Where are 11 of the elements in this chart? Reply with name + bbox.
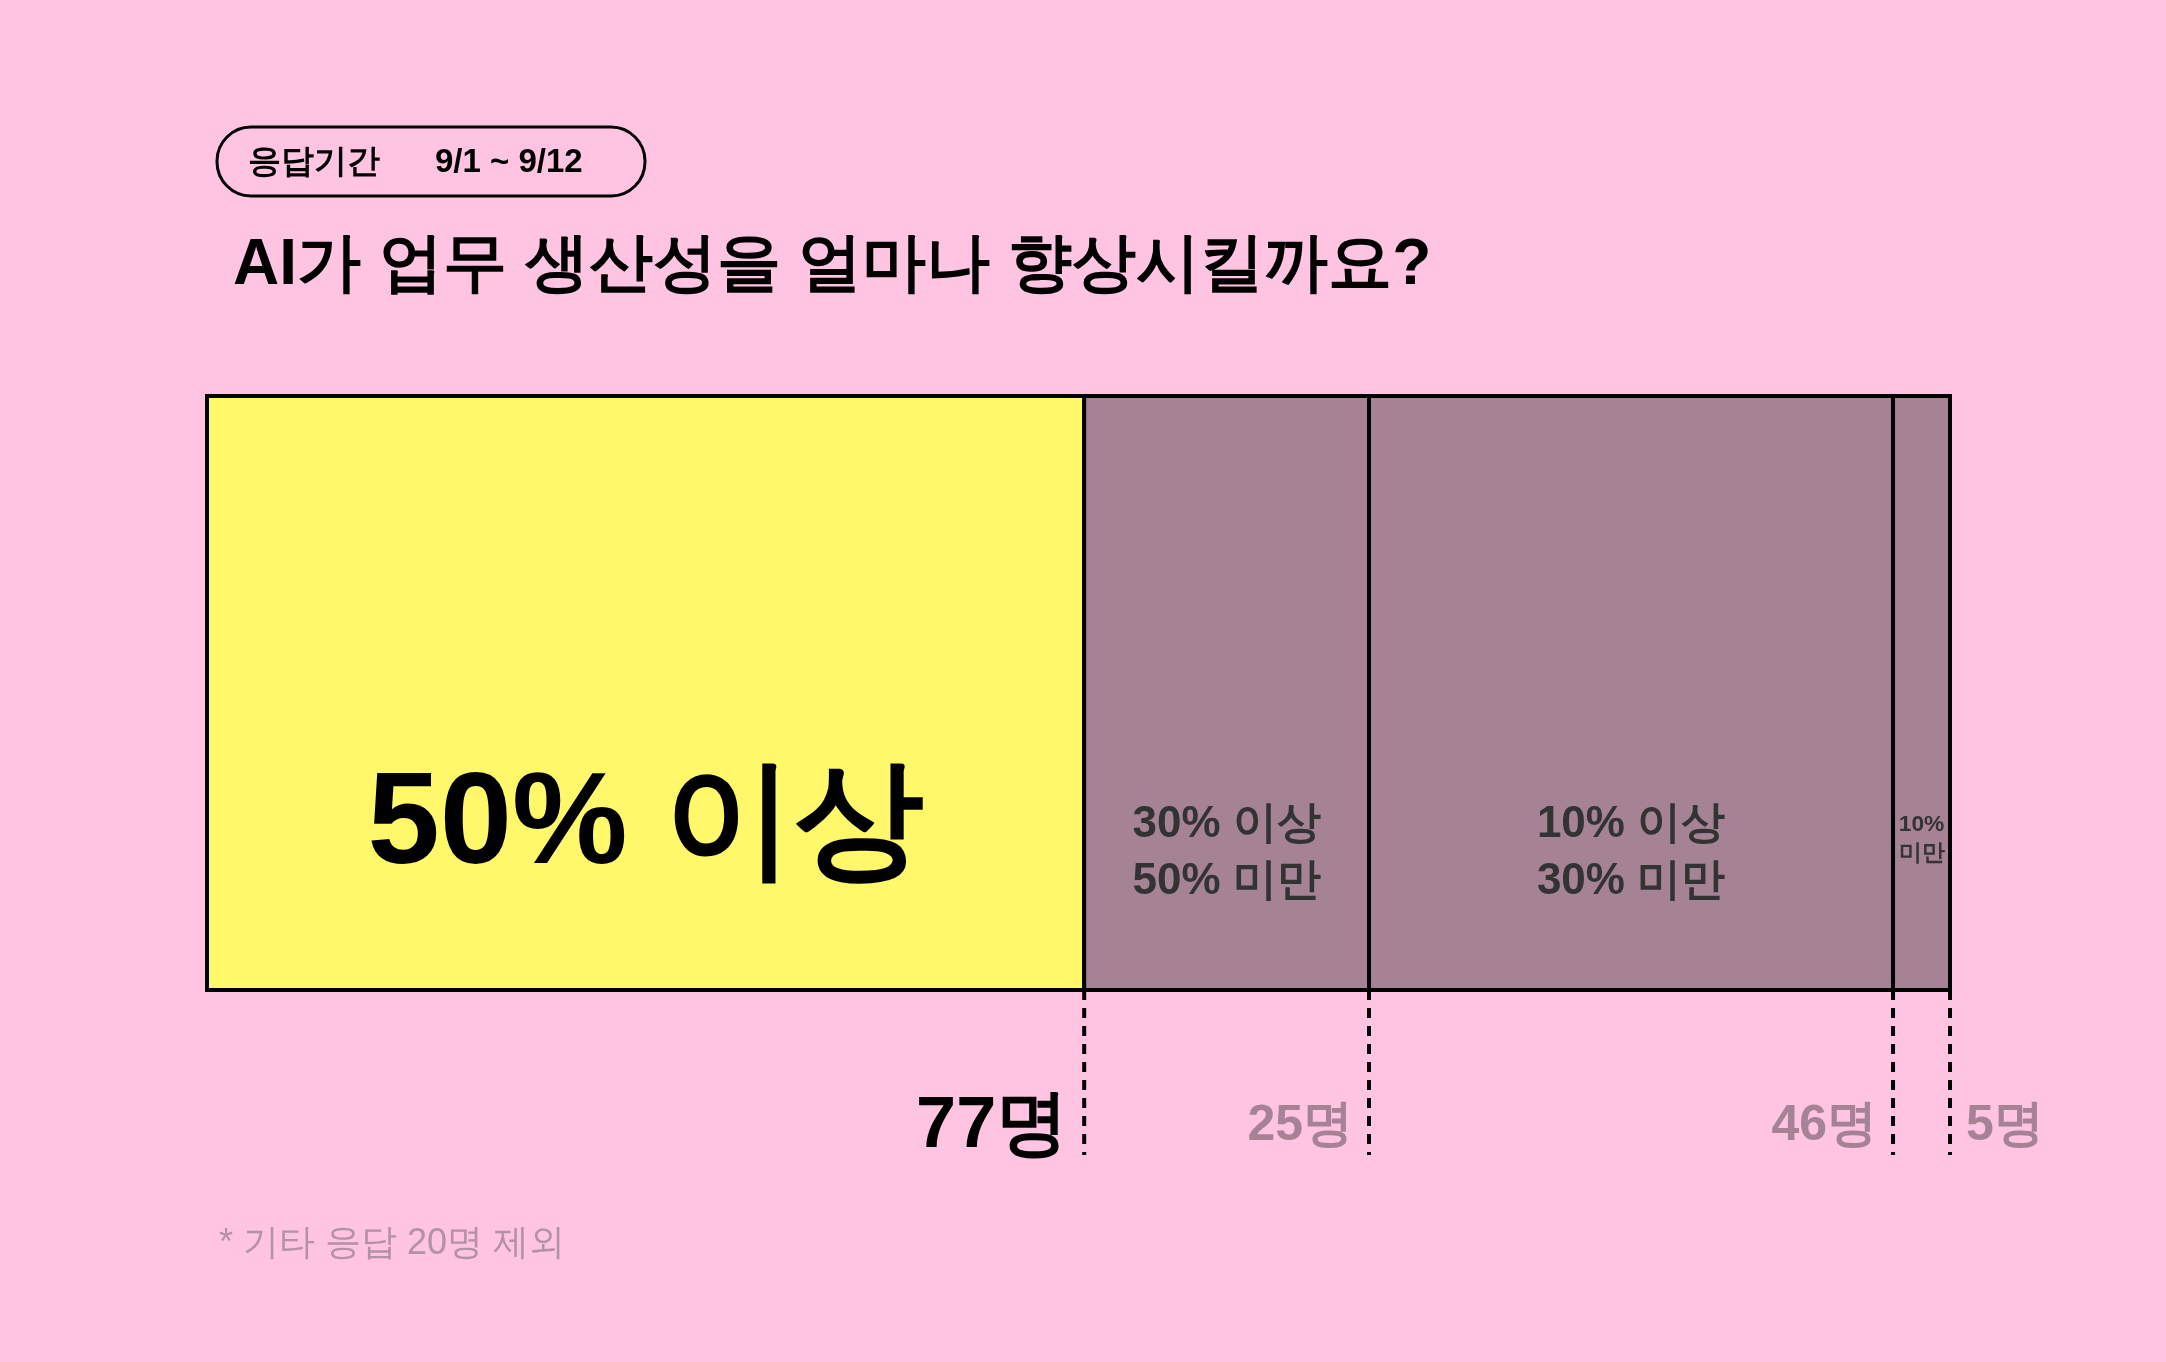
series-label: 30% 이상 50% 미만 (1132, 796, 1321, 903)
text: 응답기간 9/1 ~ 9/12 (248, 142, 583, 179)
data-label: 5명 (1966, 1095, 2044, 1151)
series-label: 10% 미만 (1898, 809, 1945, 866)
data-label: 46명 (1771, 1095, 1878, 1151)
chart-title: AI가 업무 생산성을 얼마나 향상시킬까요? (233, 226, 1432, 298)
text: * 기타 응답 20명 제외 (219, 1221, 566, 1262)
data-label: 77명 (916, 1082, 1069, 1162)
data-label: 25명 (1247, 1095, 1353, 1151)
series-label: 50% 이상 (367, 744, 924, 891)
series-label: 10% 이상 30% 미만 (1536, 796, 1726, 903)
